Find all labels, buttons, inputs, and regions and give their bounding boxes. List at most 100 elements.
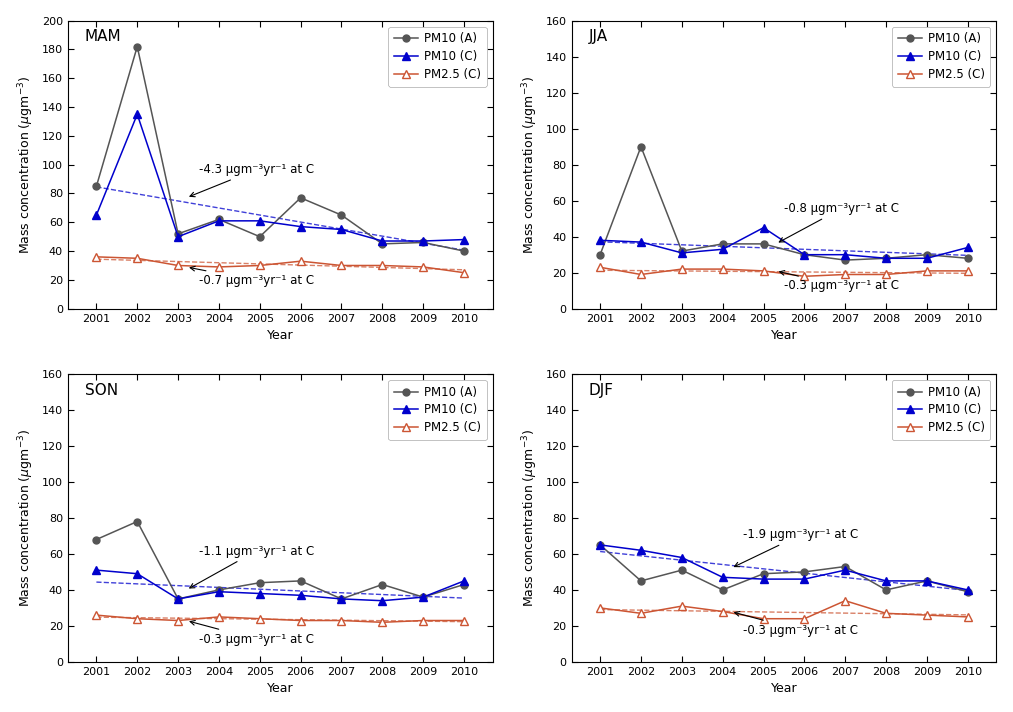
PM10 (C) <box>213 587 225 596</box>
PM10 (C) <box>335 225 347 234</box>
PM2.5 (C) <box>417 263 430 271</box>
PM2.5 (C) <box>172 261 184 270</box>
PM2.5 (C) <box>880 271 892 279</box>
PM2.5 (C) <box>458 268 470 277</box>
Text: -1.9 μgm⁻³yr⁻¹ at C: -1.9 μgm⁻³yr⁻¹ at C <box>734 528 858 567</box>
PM10 (A) <box>758 570 770 578</box>
PM2.5 (C) <box>635 609 647 617</box>
PM2.5 (C) <box>295 617 307 625</box>
PM2.5 (C) <box>594 263 606 271</box>
PM10 (A) <box>90 182 102 191</box>
PM2.5 (C) <box>335 261 347 270</box>
PM10 (C) <box>253 590 265 598</box>
PM10 (A) <box>676 247 688 256</box>
Line: PM2.5 (C): PM2.5 (C) <box>92 611 468 627</box>
PM2.5 (C) <box>676 602 688 610</box>
Line: PM10 (A): PM10 (A) <box>93 43 467 255</box>
Legend: PM10 (A), PM10 (C), PM2.5 (C): PM10 (A), PM10 (C), PM2.5 (C) <box>388 26 486 87</box>
Y-axis label: Mass concentration ($\mu$gm$^{-3}$): Mass concentration ($\mu$gm$^{-3}$) <box>521 75 540 253</box>
PM10 (C) <box>376 236 388 245</box>
PM10 (A) <box>172 595 184 603</box>
PM10 (A) <box>839 256 851 264</box>
PM10 (A) <box>458 247 470 256</box>
PM10 (A) <box>253 232 265 241</box>
PM2.5 (C) <box>172 617 184 625</box>
PM10 (C) <box>839 251 851 259</box>
Line: PM10 (A): PM10 (A) <box>597 143 971 263</box>
PM2.5 (C) <box>676 265 688 273</box>
PM10 (A) <box>961 254 973 263</box>
PM2.5 (C) <box>594 604 606 612</box>
PM10 (A) <box>880 254 892 263</box>
Text: -0.3 μgm⁻³yr⁻¹ at C: -0.3 μgm⁻³yr⁻¹ at C <box>190 620 313 646</box>
PM10 (C) <box>880 577 892 585</box>
Legend: PM10 (A), PM10 (C), PM2.5 (C): PM10 (A), PM10 (C), PM2.5 (C) <box>388 379 486 440</box>
Text: DJF: DJF <box>589 382 614 397</box>
PM10 (C) <box>131 110 143 118</box>
Line: PM2.5 (C): PM2.5 (C) <box>92 253 468 277</box>
PM2.5 (C) <box>839 271 851 279</box>
PM10 (C) <box>716 245 728 253</box>
PM2.5 (C) <box>961 612 973 621</box>
PM2.5 (C) <box>921 611 933 619</box>
PM10 (A) <box>921 251 933 259</box>
PM10 (C) <box>594 540 606 549</box>
Line: PM10 (C): PM10 (C) <box>596 540 971 594</box>
PM2.5 (C) <box>90 611 102 619</box>
PM10 (A) <box>921 577 933 585</box>
Text: -1.1 μgm⁻³yr⁻¹ at C: -1.1 μgm⁻³yr⁻¹ at C <box>189 545 314 588</box>
PM10 (C) <box>417 593 430 602</box>
PM10 (A) <box>131 42 143 51</box>
PM10 (A) <box>131 517 143 525</box>
PM10 (C) <box>295 591 307 600</box>
Text: -0.3 μgm⁻³yr⁻¹ at C: -0.3 μgm⁻³yr⁻¹ at C <box>734 612 858 637</box>
PM10 (C) <box>253 216 265 225</box>
Text: -4.3 μgm⁻³yr⁻¹ at C: -4.3 μgm⁻³yr⁻¹ at C <box>190 163 314 197</box>
Legend: PM10 (A), PM10 (C), PM2.5 (C): PM10 (A), PM10 (C), PM2.5 (C) <box>892 379 991 440</box>
PM2.5 (C) <box>716 265 728 273</box>
PM10 (A) <box>880 586 892 595</box>
PM2.5 (C) <box>90 253 102 261</box>
PM10 (C) <box>335 595 347 603</box>
PM2.5 (C) <box>458 617 470 625</box>
X-axis label: Year: Year <box>771 329 797 342</box>
PM2.5 (C) <box>758 614 770 623</box>
Text: SON: SON <box>85 382 118 397</box>
PM2.5 (C) <box>131 254 143 263</box>
PM10 (C) <box>839 566 851 575</box>
PM2.5 (C) <box>253 614 265 623</box>
PM2.5 (C) <box>131 614 143 623</box>
PM10 (A) <box>716 586 728 595</box>
PM2.5 (C) <box>213 612 225 621</box>
PM10 (A) <box>839 562 851 571</box>
Text: MAM: MAM <box>85 29 122 44</box>
PM10 (C) <box>676 553 688 562</box>
PM10 (A) <box>417 239 430 247</box>
PM10 (A) <box>458 580 470 589</box>
PM10 (C) <box>213 216 225 225</box>
Y-axis label: Mass concentration ($\mu$gm$^{-3}$): Mass concentration ($\mu$gm$^{-3}$) <box>16 75 36 253</box>
PM10 (C) <box>131 570 143 578</box>
PM10 (C) <box>376 597 388 605</box>
PM2.5 (C) <box>417 617 430 625</box>
PM10 (C) <box>295 222 307 231</box>
PM2.5 (C) <box>335 617 347 625</box>
PM10 (C) <box>758 224 770 232</box>
PM2.5 (C) <box>798 272 810 281</box>
PM10 (A) <box>335 211 347 219</box>
PM10 (A) <box>90 535 102 544</box>
PM10 (C) <box>716 573 728 582</box>
Line: PM10 (C): PM10 (C) <box>92 110 468 245</box>
PM10 (C) <box>417 236 430 245</box>
PM2.5 (C) <box>839 597 851 605</box>
PM2.5 (C) <box>758 266 770 275</box>
Text: -0.3 μgm⁻³yr⁻¹ at C: -0.3 μgm⁻³yr⁻¹ at C <box>780 271 899 293</box>
Line: PM2.5 (C): PM2.5 (C) <box>596 597 971 623</box>
PM10 (C) <box>635 238 647 246</box>
PM10 (A) <box>213 586 225 595</box>
PM10 (C) <box>798 575 810 583</box>
PM10 (A) <box>798 251 810 259</box>
PM10 (C) <box>758 575 770 583</box>
PM2.5 (C) <box>880 609 892 617</box>
PM10 (A) <box>594 251 606 259</box>
